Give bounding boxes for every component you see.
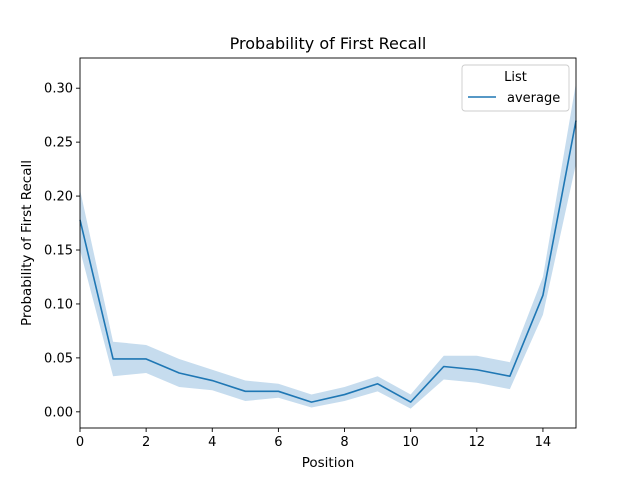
x-tick-label: 2 <box>142 435 150 450</box>
plot-border <box>79 57 577 429</box>
y-tick-label: 0.15 <box>44 244 73 259</box>
plot-area <box>79 57 577 429</box>
y-tick-label: 0.00 <box>44 405 73 420</box>
x-axis: 0 2 4 6 8 10 12 14 <box>76 428 551 450</box>
y-tick-label: 0.10 <box>44 297 73 312</box>
y-tick-label: 0.05 <box>44 351 73 366</box>
legend-label-average: average <box>507 91 560 106</box>
chart-title: Probability of First Recall <box>230 34 427 53</box>
legend: List average <box>461 64 570 112</box>
x-tick-label: 14 <box>535 435 552 450</box>
x-tick-label: 0 <box>76 435 84 450</box>
x-tick-label: 10 <box>402 435 419 450</box>
x-tick-label: 6 <box>274 435 282 450</box>
x-tick-label: 12 <box>469 435 486 450</box>
y-tick-label: 0.20 <box>44 190 73 205</box>
x-tick-label: 8 <box>340 435 348 450</box>
series-line-average <box>79 120 577 403</box>
y-axis: 0.00 0.05 0.10 0.15 0.20 0.25 0.30 <box>44 82 80 420</box>
legend-box <box>461 64 570 112</box>
legend-title: List <box>504 70 527 85</box>
y-tick-label: 0.30 <box>44 82 73 97</box>
y-axis-label: Probability of First Recall <box>19 160 35 326</box>
x-axis-label: Position <box>302 455 355 471</box>
x-tick-label: 4 <box>208 435 216 450</box>
y-tick-label: 0.25 <box>44 136 73 151</box>
